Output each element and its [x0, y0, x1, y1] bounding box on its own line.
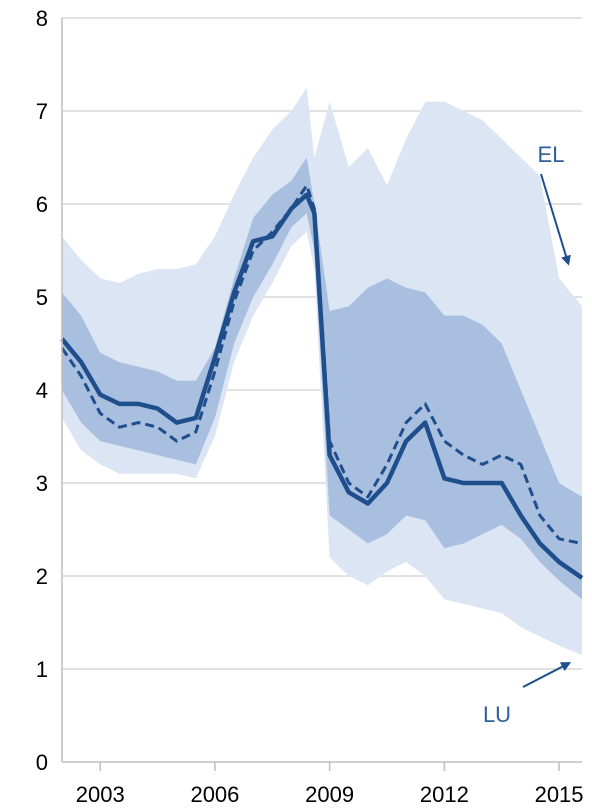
y-tick-label: 1 [36, 657, 48, 682]
annotation-arrow-lu [522, 662, 572, 688]
bands [62, 87, 582, 656]
x-tick-label: 2015 [535, 782, 584, 807]
x-tick-label: 2006 [190, 782, 239, 807]
annotation-label-lu: LU [483, 702, 511, 727]
axes: 0 1 2 3 4 5 6 7 8 2003 2006 2009 2012 2015 [36, 6, 584, 807]
annotations: EL LU [483, 142, 572, 727]
y-tick-label: 3 [36, 471, 48, 496]
solid-series-line [60, 192, 584, 580]
x-tick-label: 2009 [305, 782, 354, 807]
y-tick-label: 5 [36, 285, 48, 310]
series-lines [60, 183, 584, 580]
y-tick-label: 6 [36, 192, 48, 217]
x-tick-label: 2012 [420, 782, 469, 807]
y-tick-label: 4 [36, 378, 48, 403]
y-tick-label: 7 [36, 99, 48, 124]
y-tick-label: 8 [36, 6, 48, 31]
y-tick-label: 2 [36, 564, 48, 589]
x-tick-label: 2003 [76, 782, 125, 807]
inner-band-area [62, 157, 582, 600]
y-tick-label: 0 [36, 750, 48, 775]
annotation-label-el: EL [538, 142, 565, 167]
annotation-arrow-el [540, 173, 571, 266]
